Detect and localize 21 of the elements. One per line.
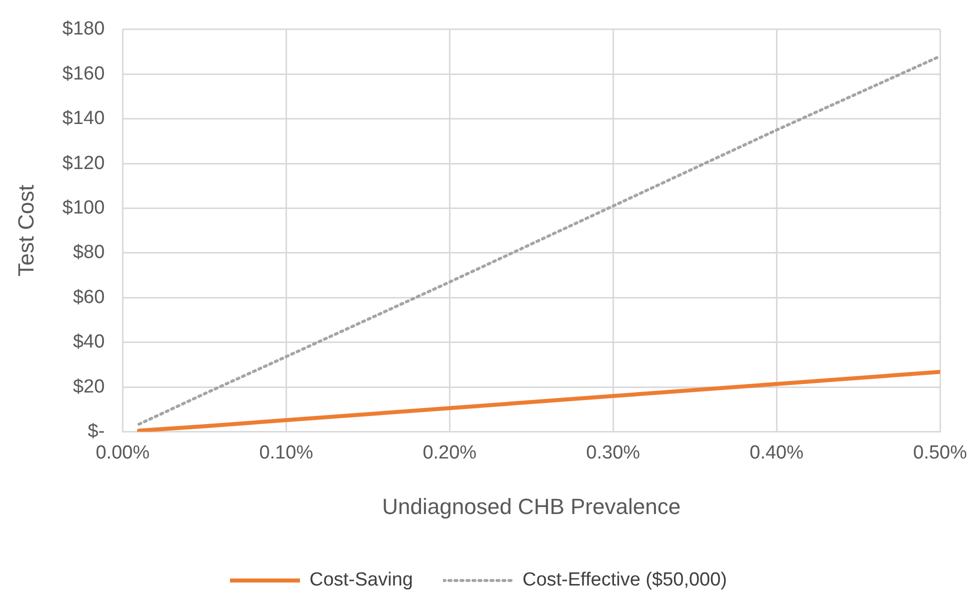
y-tick-label: $160 bbox=[62, 63, 105, 84]
x-tick-label: 0.00% bbox=[96, 442, 150, 464]
x-tick-label: 0.50% bbox=[913, 442, 968, 464]
y-tick-label: $100 bbox=[62, 197, 105, 218]
y-tick-label: $60 bbox=[72, 286, 105, 308]
y-tick-label: $120 bbox=[62, 152, 105, 174]
x-tick-label: 0.20% bbox=[422, 442, 477, 464]
y-tick-label: $- bbox=[88, 421, 105, 442]
legend-label: Cost-Saving bbox=[309, 570, 413, 591]
legend-label: Cost-Effective ($50,000) bbox=[522, 570, 728, 591]
y-tick-label: $140 bbox=[62, 108, 105, 130]
line-series bbox=[138, 54, 940, 426]
x-tick-label: 0.10% bbox=[259, 442, 314, 464]
x-tick-label: 0.30% bbox=[586, 442, 640, 464]
y-tick-label: $80 bbox=[72, 242, 105, 264]
x-tick-label: 0.40% bbox=[750, 442, 804, 464]
y-tick-label: $40 bbox=[72, 332, 105, 353]
y-axis-title: Test Cost bbox=[13, 184, 38, 276]
y-tick-label: $180 bbox=[62, 18, 105, 40]
x-axis-title: Undiagnosed CHB Prevalence bbox=[382, 494, 681, 519]
y-tick-label: $20 bbox=[72, 376, 105, 398]
